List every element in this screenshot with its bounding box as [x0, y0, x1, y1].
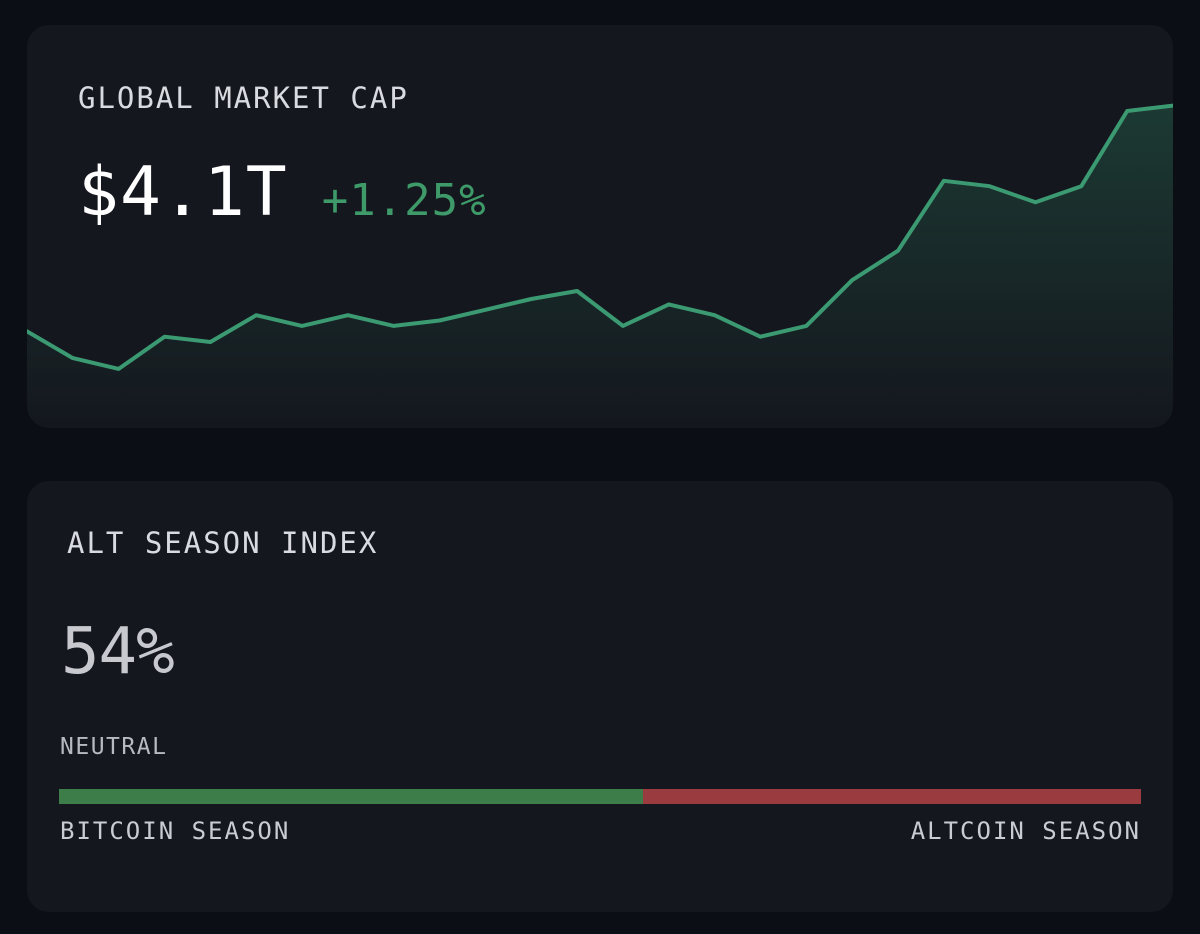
bitcoin-season-segment — [59, 789, 644, 804]
bitcoin-season-label: BITCOIN SEASON — [60, 817, 291, 845]
alt-season-value: 54% — [61, 615, 175, 689]
alt-season-status: NEUTRAL — [60, 734, 168, 760]
altcoin-season-segment — [643, 789, 1141, 804]
market-cap-line — [27, 103, 1173, 371]
market-cap-value: $4.1T — [78, 153, 288, 232]
altcoin-season-label: ALTCOIN SEASON — [910, 817, 1141, 845]
alt-season-card: ALT SEASON INDEX 54% NEUTRAL BITCOIN SEA… — [27, 481, 1173, 912]
chart-area-fill — [27, 105, 1173, 428]
alt-season-title: ALT SEASON INDEX — [67, 526, 379, 560]
market-cap-card: GLOBAL MARKET CAP $4.1T +1.25% — [27, 25, 1173, 428]
market-cap-change: +1.25% — [321, 175, 487, 226]
market-cap-title: GLOBAL MARKET CAP — [78, 81, 409, 115]
market-cap-headline: $4.1T +1.25% — [78, 153, 487, 232]
alt-season-gauge — [59, 789, 1141, 804]
market-cap-chart — [27, 103, 1173, 428]
